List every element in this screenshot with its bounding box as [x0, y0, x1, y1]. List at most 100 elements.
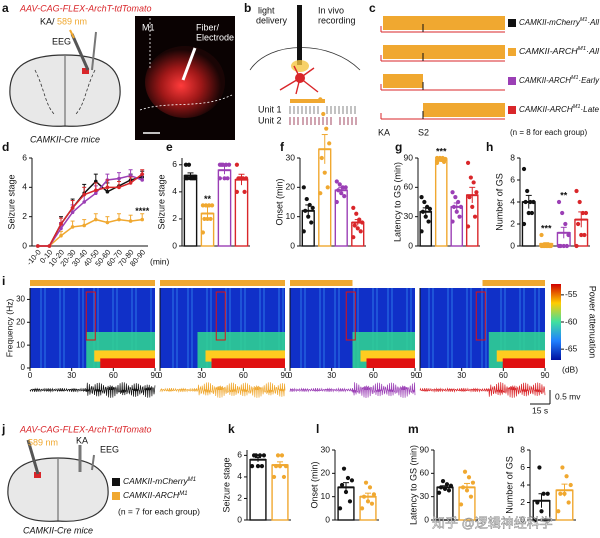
data-point: [222, 176, 227, 181]
x-tick-label: 0: [418, 371, 423, 380]
series-point: [117, 176, 121, 181]
series-point: [105, 189, 110, 194]
x-tick-label: 0: [288, 371, 293, 380]
legend-swatch: [112, 492, 120, 500]
region-label: M1: [142, 22, 155, 32]
y-tick-label: 30: [420, 491, 430, 501]
data-point: [521, 221, 527, 227]
series-point: [94, 217, 98, 222]
legend-name: CAMKII-mCherry: [519, 18, 581, 27]
data-point: [543, 517, 548, 523]
x-tick-label: 0: [158, 371, 163, 380]
data-point: [458, 204, 464, 209]
panel-letter: a: [2, 1, 9, 15]
y-tick-label: 10: [286, 211, 296, 221]
legend-sup: M1: [580, 17, 588, 23]
series-line: [37, 173, 143, 247]
y-axis-label: Number of GS: [504, 456, 514, 514]
data-point: [425, 204, 430, 209]
colorbar-tick-label: -60: [565, 316, 578, 326]
data-point: [526, 210, 531, 216]
data-point: [301, 229, 306, 234]
time-scale-label: 15 s: [532, 405, 548, 415]
series-point: [70, 210, 75, 215]
data-point: [189, 176, 195, 181]
data-point: [568, 482, 573, 488]
legend-entry: CAMKII-ARCHM1·Early: [519, 75, 600, 85]
legend-entry: CAMKII-ARCHM1: [123, 490, 188, 500]
data-point: [460, 485, 466, 490]
series-point: [128, 181, 133, 185]
data-point: [574, 188, 579, 194]
x-tick-label: 30: [197, 371, 206, 380]
legend-name: CAMKII-mCherry: [123, 476, 188, 486]
data-point: [345, 475, 351, 481]
data-point: [533, 517, 538, 523]
data-point: [203, 203, 209, 208]
legend-sup: M1: [571, 75, 579, 81]
series-point: [117, 185, 121, 190]
data-point: [319, 155, 324, 161]
light-period: [383, 74, 423, 88]
spectrogram-band: [100, 358, 155, 368]
x-tick-label: 0: [28, 371, 33, 380]
data-point: [277, 464, 283, 469]
data-point: [343, 489, 349, 495]
x-tick-label: 60: [369, 371, 378, 380]
x-tick-label: 30: [457, 371, 466, 380]
panel-letter: i: [2, 274, 5, 288]
eeg-label: EEG: [100, 444, 119, 454]
series-point: [128, 219, 133, 223]
significance: ***: [436, 146, 447, 156]
y-tick-label: 0: [21, 363, 26, 372]
y-axis-label: Onset (min): [309, 461, 319, 508]
data-point: [336, 188, 341, 193]
data-point: [192, 176, 198, 181]
significance: ***: [541, 223, 552, 233]
legend-swatch: [508, 19, 516, 27]
series-line: [37, 218, 143, 247]
data-point: [426, 219, 431, 224]
y-tick-label: 0: [408, 240, 413, 250]
data-point: [318, 191, 323, 196]
x-tick-label: 60: [109, 371, 118, 380]
amp-scale-label: 0.5 mv: [555, 391, 581, 401]
data-point: [200, 230, 206, 235]
data-point: [444, 482, 450, 487]
legend-entry: CAMKII-ARCH M1·All: [519, 46, 599, 56]
data-point: [556, 509, 561, 514]
colorbar-label: Power attenuation: [588, 286, 598, 359]
y-tick-label: 2: [22, 211, 27, 221]
spectrogram-band: [366, 358, 415, 368]
y-axis-label: Frequency (Hz): [4, 299, 14, 358]
series-point: [140, 178, 144, 182]
x-tick-label: 90: [281, 371, 290, 380]
data-point: [206, 203, 212, 208]
legend-name: CAMKII-ARCH: [519, 105, 573, 114]
data-point: [563, 221, 568, 227]
data-point: [283, 464, 289, 469]
y-tick-label: 10: [16, 340, 25, 349]
y-tick-label: 0: [172, 240, 177, 250]
data-point: [341, 466, 347, 471]
y-tick-label: 2: [510, 218, 515, 228]
data-point: [183, 162, 189, 167]
y-tick-label: 0: [325, 514, 330, 524]
virus-label: AAV-CAG-FLEX-ArchT-tdTomato: [19, 3, 152, 13]
data-point: [525, 188, 530, 194]
data-point: [337, 506, 343, 511]
data-point: [470, 480, 476, 485]
data-point: [281, 474, 287, 480]
bar: [234, 178, 249, 247]
data-point: [200, 203, 206, 208]
data-point: [324, 126, 329, 131]
legend-tag: ·All: [587, 18, 599, 27]
data-point: [217, 162, 223, 167]
highlight-box: [475, 291, 486, 341]
y-tick-label: 10: [321, 491, 331, 501]
y-tick-label: 0: [22, 240, 27, 250]
light-period: [383, 45, 505, 59]
y-tick-label: 0: [237, 514, 242, 524]
data-point: [434, 155, 440, 161]
panel-letter: m: [408, 422, 419, 436]
